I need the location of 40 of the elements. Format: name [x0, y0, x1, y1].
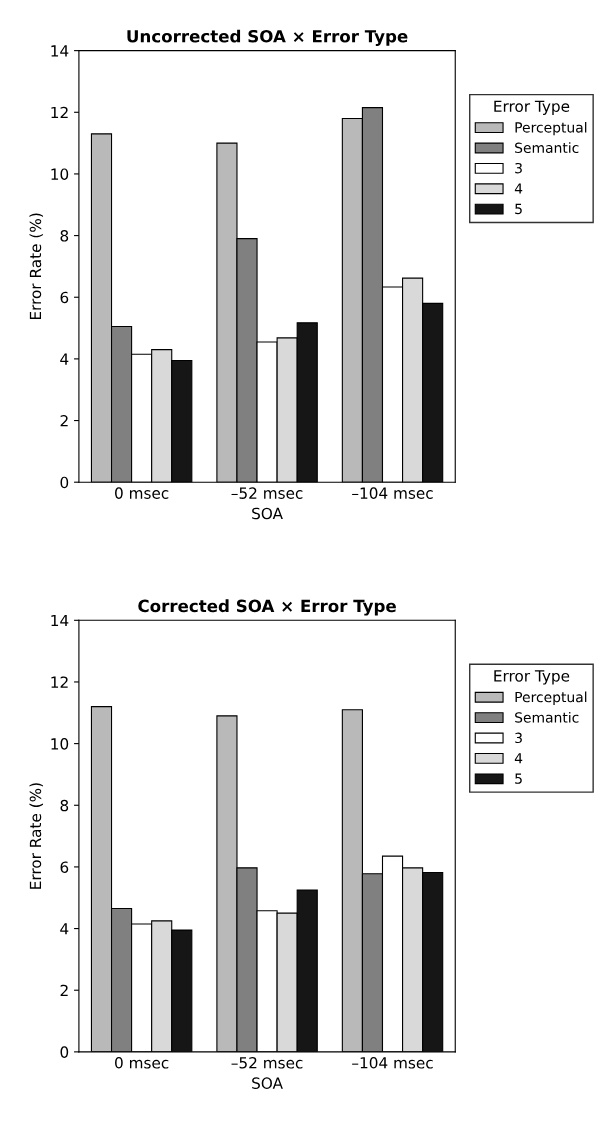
- legend-label: Semantic: [515, 142, 579, 154]
- x-tick-label: –52 msec: [231, 487, 303, 499]
- y-tick-label: 4: [60, 353, 69, 365]
- y-tick-label: 14: [51, 45, 69, 57]
- x-tick-label: 0 msec: [115, 487, 169, 499]
- y-tick-label: 10: [51, 168, 69, 180]
- y-tick-label: 6: [60, 861, 69, 873]
- y-tick-label: 2: [60, 984, 68, 997]
- x-axis-title: SOA: [252, 1077, 283, 1089]
- x-tick-label: –52 msec: [231, 1057, 303, 1069]
- x-axis-title: SOA: [252, 507, 283, 520]
- legend-label: 5: [515, 773, 522, 784]
- y-tick-label: 6: [60, 291, 69, 304]
- legend-label: 5: [515, 203, 522, 215]
- legend-label: 4: [514, 183, 523, 194]
- y-tick-label: 8: [60, 799, 69, 812]
- legend-title: Error Type: [494, 670, 570, 685]
- x-tick-label: 0 msec: [115, 1057, 169, 1069]
- legend-title: Error Type: [494, 100, 570, 115]
- legend-label: Perceptual: [515, 691, 587, 706]
- y-tick-label: 0: [60, 476, 69, 489]
- x-tick-label: –104 msec: [352, 487, 433, 499]
- x-tick-label: –104 msec: [352, 1057, 433, 1069]
- legend-label: 3: [515, 162, 522, 174]
- legend-label: Semantic: [515, 711, 579, 723]
- y-tick-label: 14: [51, 614, 69, 627]
- y-tick-label: 8: [60, 230, 69, 242]
- legend-label: 3: [515, 732, 522, 744]
- y-tick-label: 2: [60, 415, 68, 427]
- legend-label: 4: [514, 753, 523, 764]
- y-tick-label: 4: [60, 923, 69, 935]
- y-tick-label: 10: [51, 738, 69, 750]
- chart-title: Corrected SOA × Error Type: [138, 599, 396, 616]
- y-tick-label: 0: [60, 1046, 69, 1058]
- y-axis-title: Error Rate (%): [29, 783, 44, 889]
- y-tick-label: 12: [51, 106, 68, 119]
- y-axis-title: Error Rate (%): [29, 213, 44, 320]
- y-tick-label: 12: [51, 676, 68, 688]
- chart-title: Uncorrected SOA × Error Type: [127, 29, 408, 46]
- legend-label: Perceptual: [515, 121, 587, 136]
